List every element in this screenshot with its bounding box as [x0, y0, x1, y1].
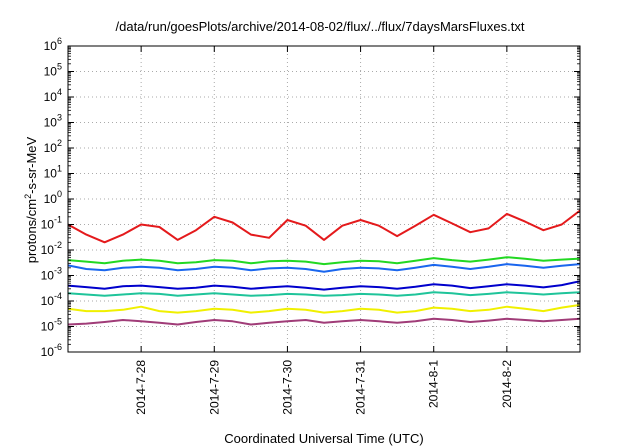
y-tick-label: 106 — [44, 36, 62, 53]
y-tick-label: 105 — [44, 62, 62, 79]
y-tick-label: 10-6 — [41, 342, 62, 359]
x-tick-label: 2014-7-30 — [280, 360, 294, 415]
x-axis-ticks: 2014-7-28 2014-7-29 2014-7-30 2014-7-31 2014… — [134, 46, 514, 415]
y-tick-label: 10-2 — [41, 240, 62, 257]
series-line — [67, 209, 581, 244]
series-line — [67, 317, 581, 326]
y-tick-label: 10-4 — [41, 291, 62, 308]
series-lines — [67, 209, 581, 326]
x-tick-label: 2014-8-2 — [500, 360, 514, 408]
y-tick-label: 102 — [44, 138, 62, 155]
y-tick-label: 104 — [44, 87, 62, 104]
x-tick-label: 2014-7-31 — [354, 360, 368, 415]
y-tick-label: 100 — [44, 189, 62, 206]
y-tick-label: 10-1 — [41, 215, 62, 232]
x-axis-label: Coordinated Universal Time (UTC) — [224, 431, 424, 446]
chart-title: /data/run/goesPlots/archive/2014-08-02/f… — [115, 19, 525, 34]
x-tick-label: 2014-7-29 — [207, 360, 221, 415]
y-tick-label: 103 — [44, 113, 62, 130]
series-line — [67, 280, 581, 291]
x-tick-label: 2014-8-1 — [427, 360, 441, 408]
series-line — [67, 303, 581, 314]
series-line — [67, 291, 581, 297]
y-tick-label: 101 — [44, 164, 62, 181]
y-tick-label: 10-5 — [41, 317, 62, 334]
series-line — [67, 256, 581, 266]
y-tick-label: 10-3 — [41, 266, 62, 283]
series-line — [67, 263, 581, 273]
grid-lines — [68, 46, 580, 352]
x-tick-label: 2014-7-28 — [134, 360, 148, 415]
y-axis-label: protons/cm2-s-sr-MeV — [22, 136, 40, 264]
y-axis-ticks: 10-6 10-5 10-4 10-3 10-2 10-1 100 101 102 103 104 1… — [41, 36, 580, 359]
